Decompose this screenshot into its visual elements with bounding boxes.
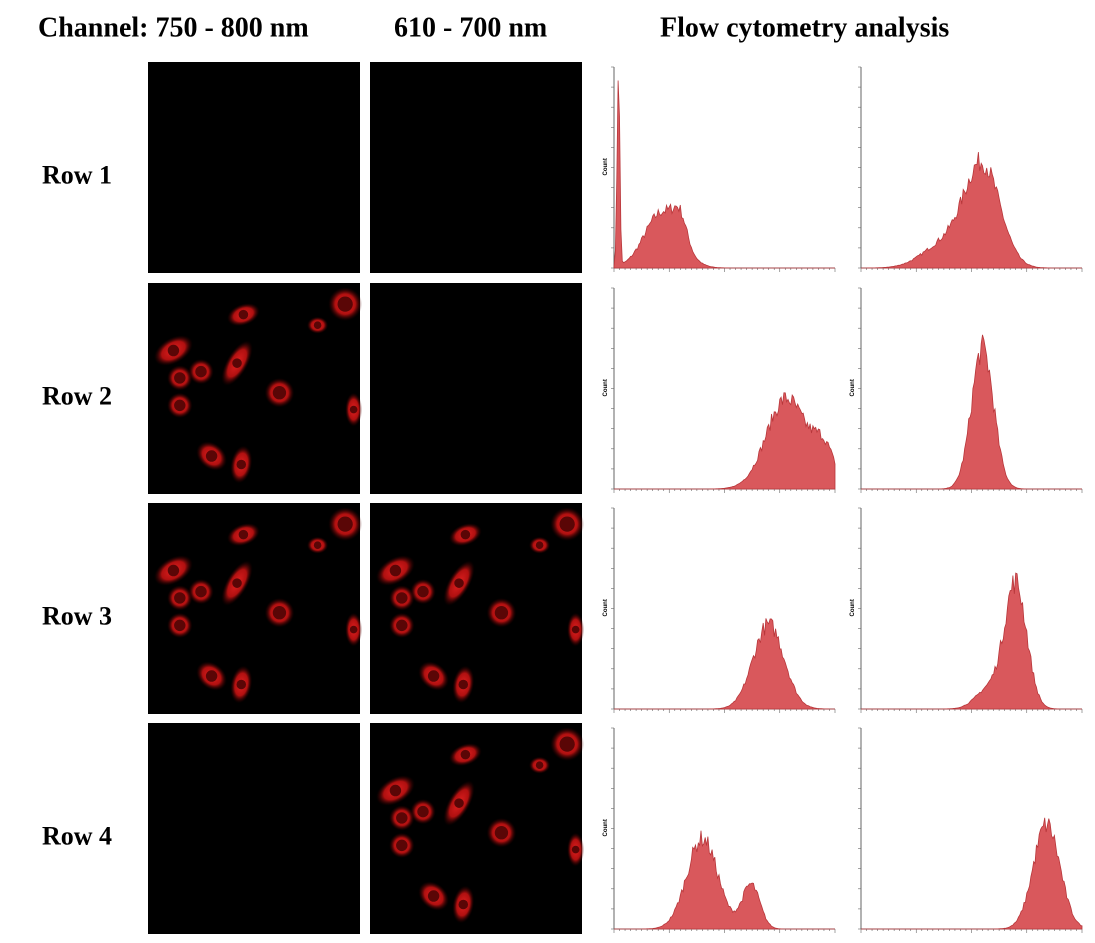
nucleus: [349, 625, 358, 634]
nucleus: [349, 405, 358, 414]
nucleus: [494, 606, 509, 620]
nucleus: [460, 529, 471, 540]
nucleus: [272, 386, 287, 400]
nucleus: [571, 845, 580, 854]
count-label: Count: [603, 599, 609, 616]
microscopy-image: [370, 283, 582, 494]
histogram: [614, 830, 835, 930]
nucleus: [232, 578, 242, 588]
nucleus: [427, 890, 440, 902]
nucleus: [174, 619, 186, 632]
nucleus: [417, 805, 429, 818]
nucleus: [396, 812, 408, 824]
nucleus: [454, 798, 464, 808]
nucleus: [238, 309, 249, 320]
nucleus: [454, 578, 464, 588]
nucleus: [174, 592, 186, 604]
nucleus: [313, 541, 322, 550]
nucleus: [396, 839, 408, 852]
count-label: Count: [603, 158, 609, 175]
nucleus: [458, 899, 469, 910]
nucleus: [559, 736, 575, 752]
nucleus: [494, 826, 509, 840]
nucleus: [167, 344, 180, 357]
nucleus: [535, 761, 544, 770]
histogram: [861, 152, 1082, 269]
histogram: [861, 572, 1082, 710]
nucleus: [458, 679, 469, 690]
histogram: [861, 334, 1082, 490]
nucleus: [205, 450, 218, 462]
microscopy-image: [148, 723, 360, 934]
channel-2-header: 610 - 700 nm: [394, 12, 547, 43]
nucleus: [174, 372, 186, 384]
nucleus: [238, 529, 249, 540]
nucleus: [205, 670, 218, 682]
nucleus: [337, 296, 353, 312]
count-label: Count: [603, 379, 609, 396]
microscopy-image: [148, 62, 360, 273]
nucleus: [389, 564, 402, 577]
histogram: [614, 392, 836, 490]
histogram: [613, 80, 835, 269]
nucleus: [396, 592, 408, 604]
count-label: Count: [603, 819, 609, 836]
nucleus: [195, 585, 207, 598]
nucleus: [167, 564, 180, 577]
count-label: Count: [850, 599, 856, 616]
count-label: Count: [850, 379, 856, 396]
row-label: Row 1: [42, 160, 112, 189]
histogram: [614, 618, 835, 710]
nucleus: [389, 784, 402, 797]
nucleus: [571, 625, 580, 634]
nucleus: [396, 619, 408, 632]
row-label: Row 4: [42, 821, 112, 850]
nucleus: [272, 606, 287, 620]
nucleus: [337, 516, 353, 532]
nucleus: [232, 358, 242, 368]
nucleus: [174, 399, 186, 412]
nucleus: [236, 679, 247, 690]
nucleus: [535, 541, 544, 550]
nucleus: [559, 516, 575, 532]
channel-1-header: Channel: 750 - 800 nm: [38, 12, 309, 43]
microscopy-image: [370, 62, 582, 273]
nucleus: [313, 321, 322, 330]
nucleus: [195, 365, 207, 378]
flow-header: Flow cytometry analysis: [660, 12, 949, 43]
nucleus: [236, 459, 247, 470]
histogram: [861, 817, 1083, 930]
nucleus: [460, 749, 471, 760]
row-label: Row 3: [42, 601, 112, 630]
nucleus: [417, 585, 429, 598]
row-label: Row 2: [42, 381, 112, 410]
nucleus: [427, 670, 440, 682]
